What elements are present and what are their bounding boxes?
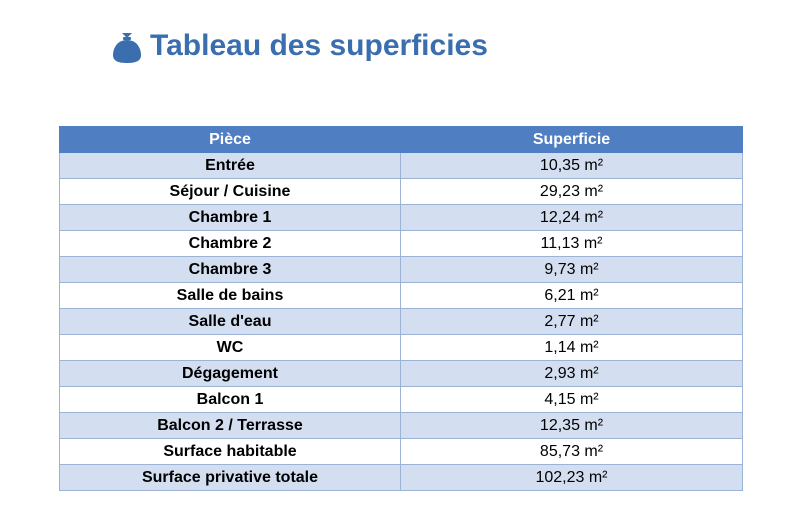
room-name: Entrée [59, 152, 401, 179]
room-area: 12,35 m² [400, 412, 743, 439]
header-superficie: Superficie [400, 126, 743, 153]
room-name: Chambre 2 [59, 230, 401, 257]
room-area: 2,77 m² [400, 308, 743, 335]
table-row: Surface habitable 85,73 m² [59, 438, 743, 465]
table-row: Salle d'eau 2,77 m² [59, 308, 743, 335]
table-row: Dégagement 2,93 m² [59, 360, 743, 387]
table-row: Surface privative totale 102,23 m² [59, 464, 743, 491]
money-bag-icon [113, 33, 141, 63]
room-area: 102,23 m² [400, 464, 743, 491]
room-name: Séjour / Cuisine [59, 178, 401, 205]
room-name: Balcon 1 [59, 386, 401, 413]
room-area: 9,73 m² [400, 256, 743, 283]
room-name: Dégagement [59, 360, 401, 387]
room-name: WC [59, 334, 401, 361]
room-name: Chambre 3 [59, 256, 401, 283]
table-row: Chambre 1 12,24 m² [59, 204, 743, 231]
table-row: Chambre 3 9,73 m² [59, 256, 743, 283]
room-area: 29,23 m² [400, 178, 743, 205]
room-area: 11,13 m² [400, 230, 743, 257]
room-name: Surface habitable [59, 438, 401, 465]
room-area: 12,24 m² [400, 204, 743, 231]
room-area: 6,21 m² [400, 282, 743, 309]
table-row: Séjour / Cuisine 29,23 m² [59, 178, 743, 205]
header-piece: Pièce [59, 126, 401, 153]
table-row: Balcon 2 / Terrasse 12,35 m² [59, 412, 743, 439]
room-area: 4,15 m² [400, 386, 743, 413]
table-row: WC 1,14 m² [59, 334, 743, 361]
room-area: 10,35 m² [400, 152, 743, 179]
table-row: Salle de bains 6,21 m² [59, 282, 743, 309]
table-row: Chambre 2 11,13 m² [59, 230, 743, 257]
room-area: 85,73 m² [400, 438, 743, 465]
page-title: Tableau des superficies [150, 29, 488, 62]
room-name: Chambre 1 [59, 204, 401, 231]
table-header-row: Pièce Superficie [59, 126, 743, 153]
table-row: Entrée 10,35 m² [59, 152, 743, 179]
surface-table: Pièce Superficie Entrée 10,35 m² Séjour … [59, 126, 743, 491]
table-row: Balcon 1 4,15 m² [59, 386, 743, 413]
room-name: Balcon 2 / Terrasse [59, 412, 401, 439]
room-name: Salle de bains [59, 282, 401, 309]
room-name: Surface privative totale [59, 464, 401, 491]
title-block: Tableau des superficies [112, 28, 488, 64]
room-area: 2,93 m² [400, 360, 743, 387]
room-area: 1,14 m² [400, 334, 743, 361]
room-name: Salle d'eau [59, 308, 401, 335]
